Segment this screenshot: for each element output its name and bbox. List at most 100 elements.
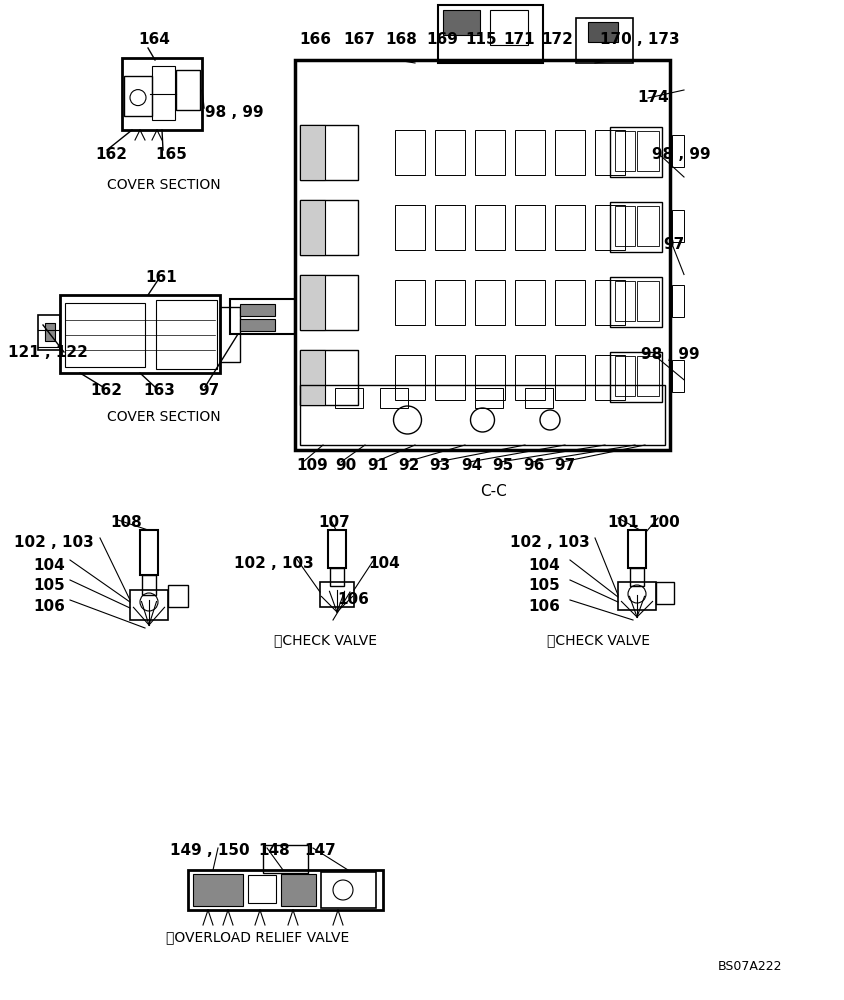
- Text: 97: 97: [554, 458, 576, 473]
- Bar: [130, 590, 168, 620]
- Bar: [515, 205, 545, 250]
- Text: 167: 167: [343, 32, 375, 47]
- Bar: [321, 872, 376, 908]
- Text: 102 , 103: 102 , 103: [14, 535, 94, 550]
- Bar: [615, 206, 635, 246]
- Bar: [610, 277, 662, 327]
- Bar: [555, 130, 585, 175]
- Text: 105: 105: [528, 578, 560, 593]
- Text: ⓓOVERLOAD RELIEF VALVE: ⓓOVERLOAD RELIEF VALVE: [166, 930, 349, 944]
- Bar: [395, 355, 425, 400]
- Bar: [122, 58, 202, 130]
- Bar: [248, 875, 276, 903]
- Text: 94: 94: [461, 458, 482, 473]
- Text: 149 , 150: 149 , 150: [170, 843, 250, 858]
- Bar: [395, 205, 425, 250]
- Bar: [45, 323, 55, 341]
- Bar: [300, 125, 358, 180]
- Bar: [38, 315, 60, 350]
- Bar: [595, 280, 625, 325]
- Bar: [300, 125, 325, 180]
- Bar: [515, 280, 545, 325]
- Text: 164: 164: [138, 32, 170, 47]
- Text: COVER SECTION: COVER SECTION: [107, 410, 220, 424]
- Text: 97: 97: [198, 383, 219, 398]
- Bar: [435, 280, 465, 325]
- Text: 98 , 99: 98 , 99: [205, 105, 263, 120]
- Text: 169: 169: [426, 32, 458, 47]
- Bar: [300, 200, 325, 255]
- Bar: [475, 130, 505, 175]
- Bar: [615, 356, 635, 396]
- Text: ⒸCHECK VALVE: ⒸCHECK VALVE: [547, 633, 650, 647]
- Text: 147: 147: [304, 843, 336, 858]
- Bar: [437, 5, 543, 63]
- Bar: [320, 582, 354, 607]
- Text: 166: 166: [299, 32, 331, 47]
- Text: 172: 172: [541, 32, 573, 47]
- Text: 171: 171: [503, 32, 534, 47]
- Bar: [515, 355, 545, 400]
- Bar: [576, 18, 632, 63]
- Text: 102 , 103: 102 , 103: [510, 535, 590, 550]
- Bar: [240, 318, 275, 330]
- Bar: [555, 205, 585, 250]
- Text: COVER SECTION: COVER SECTION: [107, 178, 220, 192]
- Text: 104: 104: [33, 558, 65, 573]
- Bar: [328, 530, 346, 568]
- Text: 104: 104: [368, 556, 400, 571]
- Bar: [490, 10, 528, 45]
- Text: 91: 91: [367, 458, 388, 473]
- Text: 165: 165: [155, 147, 187, 162]
- Text: 98 , 99: 98 , 99: [652, 147, 711, 162]
- Bar: [300, 275, 325, 330]
- Text: 161: 161: [145, 270, 176, 285]
- Bar: [395, 130, 425, 175]
- Bar: [142, 575, 156, 595]
- Bar: [525, 388, 553, 408]
- Bar: [230, 298, 295, 334]
- Bar: [630, 568, 644, 586]
- Bar: [442, 10, 480, 35]
- Bar: [395, 280, 425, 325]
- Text: 168: 168: [385, 32, 417, 47]
- Text: 106: 106: [337, 592, 369, 607]
- Bar: [637, 356, 659, 396]
- Bar: [153, 66, 175, 120]
- Bar: [475, 205, 505, 250]
- Bar: [300, 350, 325, 405]
- Bar: [65, 303, 145, 367]
- Bar: [60, 295, 220, 373]
- Text: BS07A222: BS07A222: [718, 960, 782, 973]
- Bar: [193, 874, 243, 906]
- Bar: [587, 22, 618, 42]
- Bar: [615, 131, 635, 171]
- Text: 106: 106: [528, 599, 560, 614]
- Bar: [335, 388, 363, 408]
- Bar: [435, 205, 465, 250]
- Text: 102 , 103: 102 , 103: [234, 556, 314, 571]
- Text: 108: 108: [110, 515, 142, 530]
- Text: 104: 104: [528, 558, 560, 573]
- Bar: [672, 210, 684, 242]
- Text: 92: 92: [398, 458, 419, 473]
- Bar: [610, 127, 662, 177]
- Bar: [168, 585, 188, 607]
- Bar: [475, 388, 503, 408]
- Bar: [176, 70, 200, 110]
- Bar: [124, 76, 152, 116]
- Bar: [475, 280, 505, 325]
- Bar: [188, 870, 383, 910]
- Text: 93: 93: [429, 458, 450, 473]
- Text: 90: 90: [335, 458, 356, 473]
- Bar: [300, 275, 358, 330]
- Bar: [475, 355, 505, 400]
- Bar: [300, 350, 358, 405]
- Text: 163: 163: [143, 383, 175, 398]
- Bar: [140, 530, 158, 575]
- Bar: [555, 355, 585, 400]
- Bar: [300, 200, 358, 255]
- Bar: [330, 568, 344, 586]
- Text: 98 , 99: 98 , 99: [641, 347, 700, 362]
- Bar: [610, 202, 662, 252]
